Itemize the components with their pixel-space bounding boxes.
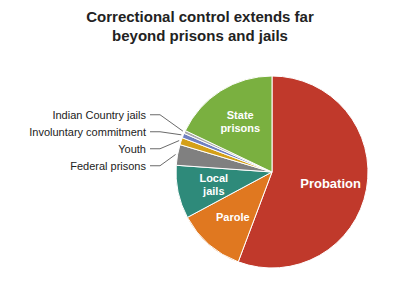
title-line: Correctional control extends far	[86, 8, 314, 25]
pie-slice	[176, 165, 272, 217]
slice-label-line: Local	[199, 172, 228, 184]
chart-container: Correctional control extends far beyond p…	[0, 0, 400, 300]
slice-label: Parole	[216, 211, 250, 223]
outside-label: Involuntary commitment	[29, 126, 146, 138]
chart-svg: Correctional control extends far beyond p…	[0, 0, 400, 300]
pie	[176, 76, 368, 268]
slice-label-line: Parole	[216, 211, 250, 223]
leader-line	[150, 154, 176, 165]
slice-label: Stateprisons	[220, 109, 260, 134]
outside-label: Youth	[118, 143, 146, 155]
pie-slice	[185, 76, 272, 172]
chart-title: Correctional control extends far beyond p…	[86, 8, 314, 44]
title-line: beyond prisons and jails	[112, 27, 288, 44]
outside-label: Federal prisons	[70, 160, 146, 172]
slice-label-line: Probation	[300, 175, 361, 190]
slice-label-line: State	[227, 109, 254, 121]
slice-label: Localjails	[199, 172, 228, 197]
leader-lines	[150, 115, 183, 166]
slice-label-line: jails	[202, 185, 224, 197]
leader-line	[150, 141, 179, 149]
outside-label: Indian Country jails	[52, 109, 146, 121]
slice-labels: Probation Parole Localjails Stateprisons Ind…	[29, 109, 361, 223]
leader-line	[150, 115, 183, 131]
slice-label-line: prisons	[220, 122, 260, 134]
slice-label: Probation	[300, 175, 361, 190]
leader-line	[150, 132, 181, 135]
